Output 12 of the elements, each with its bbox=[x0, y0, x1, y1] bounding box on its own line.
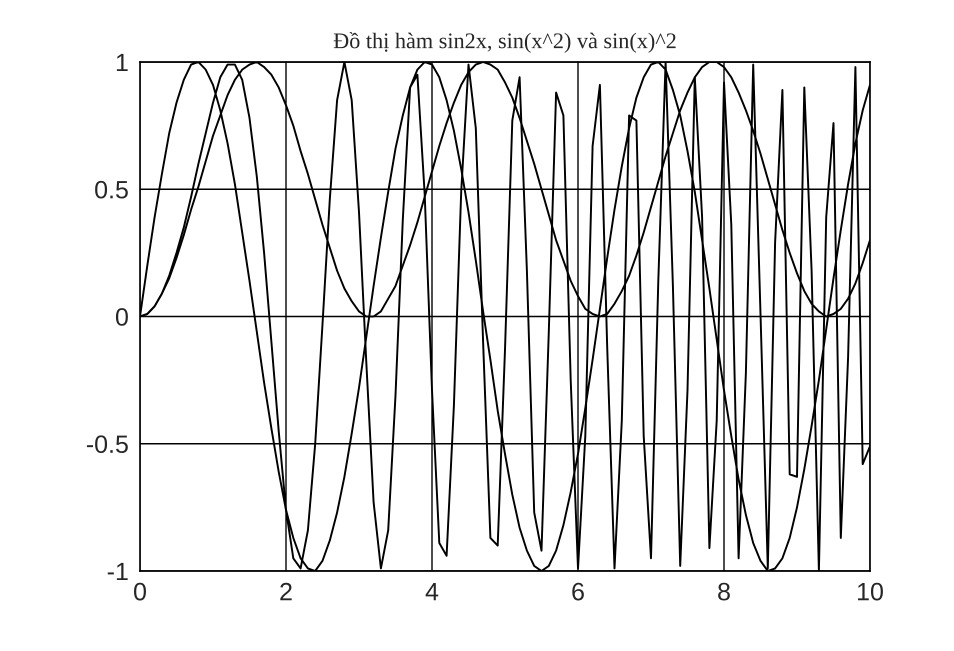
y-tick-label: -0.5 bbox=[86, 435, 128, 454]
y-tick-label: 0 bbox=[116, 308, 128, 326]
x-tick-label: 8 bbox=[718, 582, 730, 600]
y-tick-label: -1 bbox=[108, 562, 128, 580]
x-tick-label: 6 bbox=[572, 582, 584, 600]
y-tick-label: 0.5 bbox=[95, 180, 128, 199]
x-tick-label: 0 bbox=[134, 582, 146, 600]
x-tick-label: 4 bbox=[426, 583, 438, 600]
x-tick-label: 10 bbox=[858, 582, 883, 600]
chart-title: Đồ thị hàm sin2x, sin(x^2) và sin(x)^2 bbox=[334, 32, 676, 53]
x-tick-label: 2 bbox=[280, 582, 292, 600]
y-tick-label: 1 bbox=[116, 54, 128, 72]
